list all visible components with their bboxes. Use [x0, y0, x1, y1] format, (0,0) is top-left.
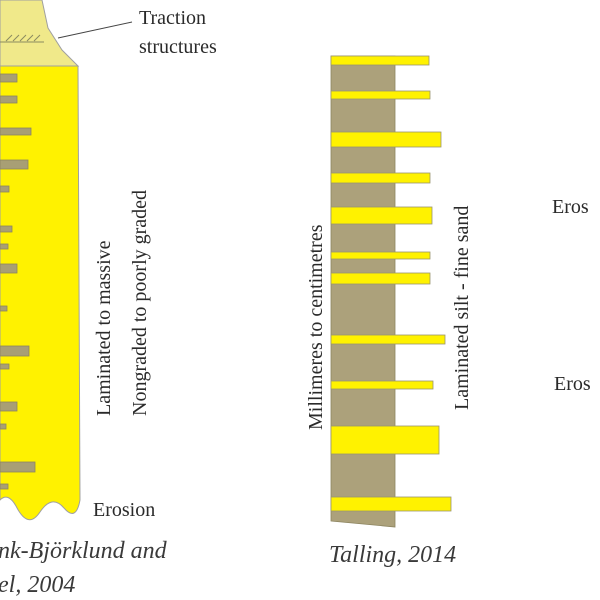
sand-lamina [330, 206, 433, 225]
mud-lamina [0, 243, 9, 250]
middle-caption: Talling, 2014 [329, 542, 456, 568]
sand-lamina [330, 425, 440, 455]
sand-lamina [330, 90, 431, 100]
sand-lamina [330, 55, 430, 66]
mud-lamina [0, 483, 9, 490]
sand-laminae [330, 55, 452, 512]
erosion-label: Erosion [93, 499, 155, 521]
mud-body [330, 55, 396, 528]
mud-laminae [0, 73, 36, 490]
sand-body [0, 65, 81, 521]
traction-hatching [0, 34, 44, 43]
mud-lamina [0, 225, 13, 233]
mud-lamina [0, 185, 10, 193]
sand-lamina [330, 272, 431, 285]
mud-lamina [0, 345, 30, 357]
mud-lamina [0, 263, 18, 274]
sand-lamina [330, 172, 431, 184]
left-vertical-label: Laminated to massive Nongraded to poorly… [93, 190, 151, 416]
mud-lamina [0, 305, 8, 312]
traction-leader-line [57, 21, 133, 39]
sand-lamina [330, 380, 434, 390]
middle-sediment-column [330, 55, 452, 528]
mud-lamina [0, 73, 18, 83]
mud-lamina [0, 127, 32, 136]
mud-lamina [0, 423, 7, 430]
sand-lamina [330, 131, 442, 148]
traction-label: Traction structures [139, 7, 217, 58]
sand-lamina [330, 251, 431, 260]
mud-lamina [0, 159, 29, 170]
mud-lamina [0, 461, 36, 473]
left-caption: nk-Björklund and el, 2004 [0, 538, 173, 598]
mud-lamina [0, 95, 18, 104]
traction-cap [0, 0, 80, 67]
mud-lamina [0, 401, 18, 412]
left-sediment-column [0, 0, 133, 521]
sand-lamina [330, 334, 446, 345]
right-erosion-label-upper: Eros [552, 196, 589, 218]
mud-lamina [0, 363, 10, 370]
middle-vertical-label-right: Laminated silt - fine sand [451, 206, 473, 410]
middle-vertical-label-left: Millimeres to centimetres [305, 224, 327, 430]
sand-lamina [330, 496, 452, 512]
right-erosion-label-lower: Eros [554, 373, 591, 395]
